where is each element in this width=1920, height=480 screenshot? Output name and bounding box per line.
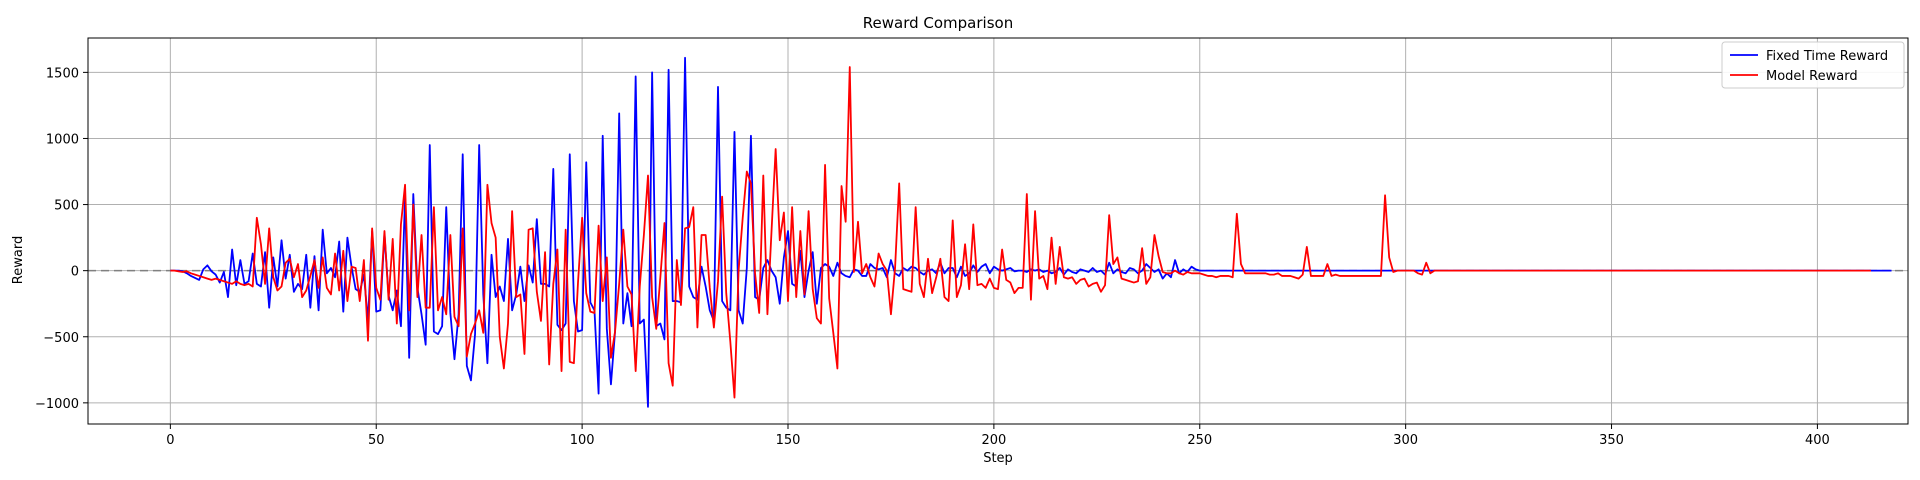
x-tick-label: 150: [776, 433, 801, 448]
x-tick-label: 100: [570, 433, 595, 448]
series-line-fixed-time-reward: [170, 56, 1892, 408]
legend-label: Fixed Time Reward: [1766, 49, 1888, 64]
chart-title: Reward Comparison: [863, 14, 1013, 32]
series-lines: [170, 56, 1892, 408]
y-tick-label: 1500: [46, 66, 79, 81]
x-tick-label: 250: [1187, 433, 1212, 448]
legend-box: [1721, 41, 1905, 89]
series-line-model-reward: [170, 66, 1871, 399]
y-tick-label: 500: [54, 199, 79, 214]
x-tick-label: 50: [368, 433, 385, 448]
legend: Fixed Time Reward Model Reward: [1721, 41, 1905, 89]
x-tick-label: 300: [1393, 433, 1418, 448]
y-axis: −1000 −500 0 500 1000 1500: [35, 66, 88, 412]
y-tick-label: 0: [71, 265, 79, 280]
y-tick-label: 1000: [46, 132, 79, 147]
x-tick-label: 0: [166, 433, 174, 448]
x-axis: 0 50 100 150 200 250 300 350 400: [166, 424, 1830, 448]
x-tick-label: 200: [981, 433, 1006, 448]
y-tick-label: −1000: [35, 397, 79, 412]
legend-label: Model Reward: [1766, 69, 1858, 84]
grid: [88, 38, 1908, 424]
y-axis-label: Reward: [11, 236, 26, 284]
x-axis-label: Step: [983, 451, 1013, 466]
plot-frame: [87, 37, 1909, 425]
y-tick-label: −500: [43, 331, 79, 346]
x-tick-label: 350: [1599, 433, 1624, 448]
x-tick-label: 400: [1805, 433, 1830, 448]
